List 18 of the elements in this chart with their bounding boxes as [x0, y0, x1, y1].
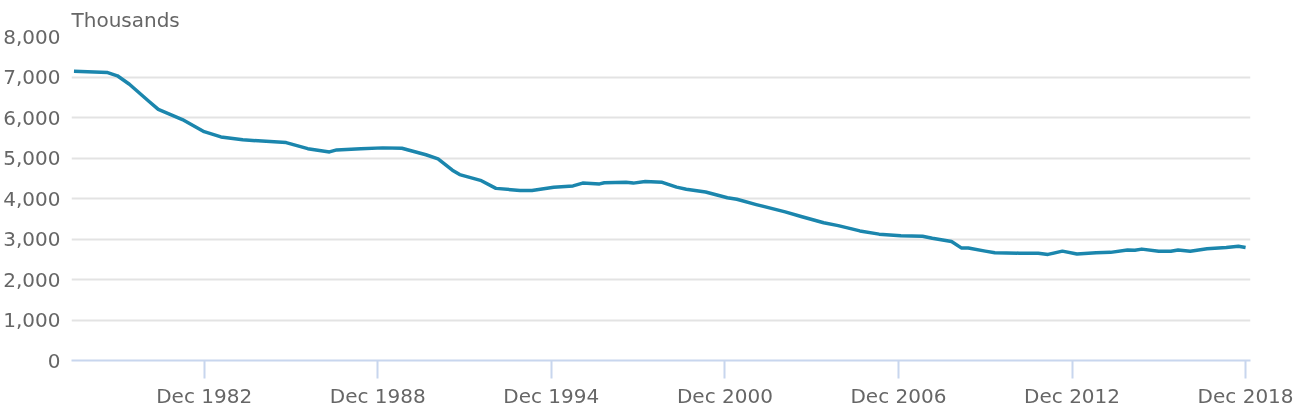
y-axis-title: Thousands [70, 7, 180, 32]
y-tick-label: 4,000 [3, 186, 61, 211]
x-tick-label: Dec 1994 [503, 383, 600, 408]
y-tick-label: 7,000 [3, 65, 61, 89]
y-tick-label: 0 [47, 348, 61, 373]
y-tick-label: 3,000 [3, 227, 61, 251]
x-tick-label: Dec 2006 [850, 383, 947, 408]
x-tick-label: Dec 2012 [1024, 383, 1121, 408]
y-tick-label: 8,000 [3, 24, 61, 49]
y-tick-label: 6,000 [3, 105, 61, 130]
x-tick-label: Dec 1982 [156, 383, 253, 408]
x-tick-label: Dec 2000 [676, 383, 773, 408]
x-tick-label: Dec 2018 [1197, 383, 1294, 408]
line-series [72, 69, 1248, 257]
y-tick-label: 5,000 [3, 146, 61, 170]
y-tick-label: 1,000 [3, 308, 61, 332]
x-tick-label: Dec 1988 [329, 383, 426, 408]
y-tick-label: 2,000 [3, 267, 61, 292]
